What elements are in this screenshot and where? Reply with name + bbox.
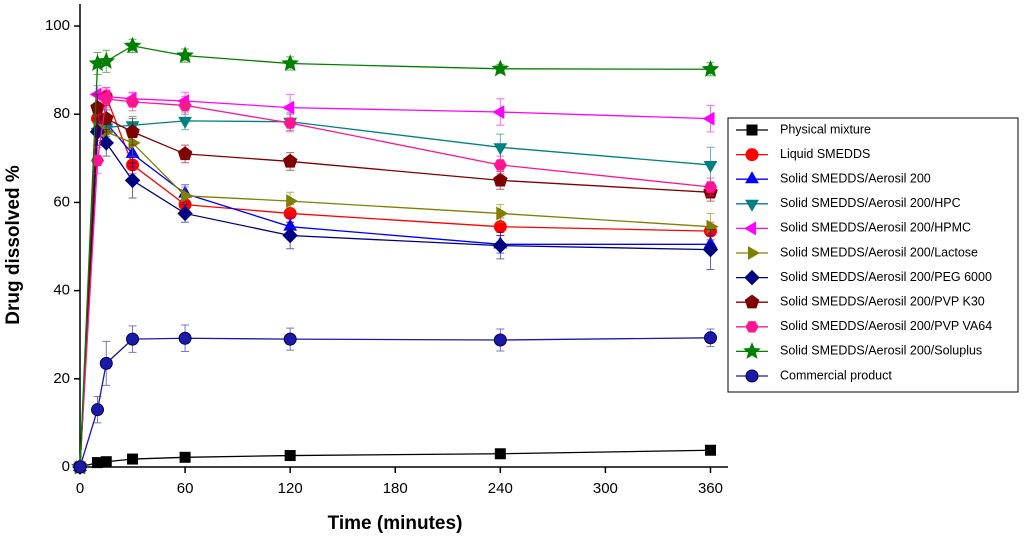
- legend-label: Physical mixture: [780, 122, 871, 136]
- data-point: [178, 331, 192, 345]
- data-point: [283, 332, 297, 346]
- legend-marker: [745, 321, 759, 333]
- data-point: [702, 241, 719, 258]
- data-point: [100, 456, 112, 468]
- series-line: [79, 122, 711, 468]
- data-point: [492, 237, 509, 254]
- y-tick-label: 0: [62, 458, 70, 475]
- data-point: [99, 356, 113, 370]
- data-point: [283, 117, 297, 129]
- legend-marker: [745, 369, 759, 383]
- legend-marker: [745, 148, 759, 162]
- legend-marker: [744, 269, 760, 286]
- series-line: [79, 105, 711, 468]
- x-tick-label: 240: [488, 480, 513, 497]
- x-tick-label: 60: [177, 480, 194, 497]
- data-point: [91, 403, 105, 417]
- legend-label: Solid SMEDDS/Aerosil 200/Lactose: [780, 245, 978, 259]
- data-point: [492, 105, 505, 119]
- y-tick-label: 20: [53, 370, 70, 387]
- series-line: [79, 337, 711, 468]
- legend-box: [727, 117, 1019, 393]
- legend-label: Solid SMEDDS/Aerosil 200/PEG 6000: [780, 270, 992, 284]
- legend-marker: [746, 124, 758, 136]
- data-point: [496, 206, 509, 221]
- legend-label: Solid SMEDDS/Aerosil 200/HPC: [780, 196, 961, 210]
- data-point: [281, 54, 300, 72]
- data-point: [128, 135, 141, 150]
- series-line: [79, 130, 711, 468]
- data-point: [127, 453, 139, 465]
- series-line: [79, 449, 711, 468]
- data-point: [124, 172, 141, 189]
- legend-marker: [745, 199, 759, 212]
- data-point: [286, 194, 299, 209]
- data-point: [704, 444, 716, 456]
- data-point: [90, 154, 105, 167]
- data-point: [282, 100, 295, 115]
- series-line: [79, 45, 711, 468]
- data-point: [284, 450, 296, 462]
- data-point: [181, 188, 194, 203]
- series-line: [79, 98, 711, 468]
- legend-label: Commercial product: [780, 368, 892, 382]
- data-point: [494, 448, 506, 460]
- x-tick-label: 300: [593, 480, 618, 497]
- series-line: [79, 94, 711, 468]
- data-point: [493, 172, 508, 187]
- legend-marker: [743, 221, 756, 236]
- legend-label: Solid SMEDDS/Aerosil 200/Soluplus: [780, 344, 982, 358]
- x-tick-label: 0: [76, 480, 84, 497]
- y-axis-title: Drug dissolved %: [3, 165, 24, 325]
- data-point: [703, 160, 718, 173]
- data-point: [90, 100, 105, 114]
- series-line: [79, 93, 711, 468]
- legend-label: Solid SMEDDS/Aerosil 200: [780, 171, 931, 185]
- y-tick-label: 80: [53, 105, 70, 122]
- data-point: [702, 111, 715, 126]
- legend-marker: [744, 294, 760, 309]
- x-tick-label: 360: [698, 480, 723, 497]
- data-point: [282, 227, 298, 244]
- x-tick-label: 120: [278, 480, 303, 497]
- data-point: [491, 59, 510, 77]
- data-point: [701, 59, 720, 77]
- data-point: [123, 36, 142, 54]
- data-point: [98, 135, 114, 151]
- data-point: [282, 153, 298, 168]
- legend-label: Liquid SMEDDS: [780, 147, 870, 161]
- legend-label: Solid SMEDDS/Aerosil 200/PVP K30: [780, 294, 985, 308]
- y-tick-label: 60: [53, 193, 70, 210]
- legend-label: Solid SMEDDS/Aerosil 200/HPMC: [780, 221, 971, 235]
- data-point: [177, 146, 193, 161]
- legend-marker: [745, 171, 759, 184]
- data-point: [179, 451, 191, 463]
- data-point: [176, 46, 194, 64]
- data-point: [97, 52, 116, 69]
- data-point: [73, 460, 87, 474]
- data-point: [703, 331, 717, 345]
- data-point: [125, 96, 140, 108]
- data-point: [178, 99, 192, 112]
- data-point: [177, 205, 193, 222]
- data-point: [493, 143, 508, 156]
- legend-label: Solid SMEDDS/Aerosil 200/PVP VA64: [780, 319, 992, 333]
- data-point: [493, 159, 507, 171]
- data-point: [125, 124, 140, 139]
- data-point: [178, 116, 193, 129]
- data-point: [99, 93, 113, 105]
- series-line: [79, 126, 711, 468]
- y-tick-label: 100: [45, 17, 70, 34]
- x-axis-title: Time (minutes): [328, 513, 463, 534]
- legend-marker: [748, 246, 761, 260]
- data-point: [493, 333, 507, 347]
- series-line: [79, 120, 711, 468]
- legend-marker: [743, 342, 761, 359]
- data-point: [126, 332, 140, 346]
- x-tick-label: 180: [383, 480, 408, 497]
- y-tick-label: 40: [53, 282, 70, 299]
- data-point: [703, 181, 718, 193]
